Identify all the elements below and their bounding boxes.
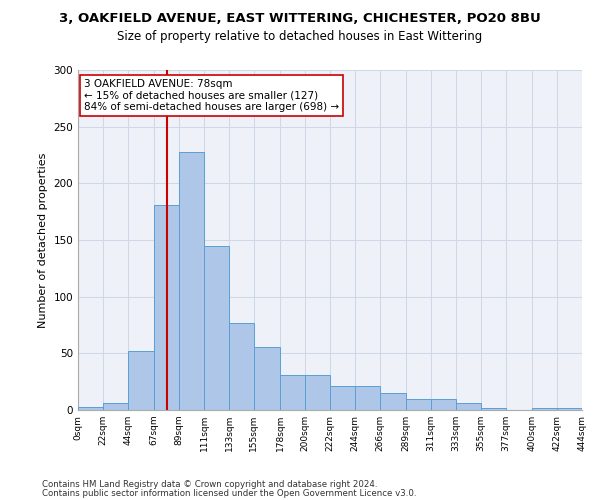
Bar [380,393,406,410]
Bar [103,403,128,410]
Bar [154,205,179,410]
Text: Contains HM Land Registry data © Crown copyright and database right 2024.: Contains HM Land Registry data © Crown c… [42,480,377,489]
Bar [355,386,380,410]
Bar [254,346,280,410]
Bar [406,398,431,410]
Bar [179,152,204,410]
Bar [128,351,154,410]
Text: 3, OAKFIELD AVENUE, EAST WITTERING, CHICHESTER, PO20 8BU: 3, OAKFIELD AVENUE, EAST WITTERING, CHIC… [59,12,541,26]
Bar [305,375,330,410]
Bar [280,375,305,410]
Bar [557,408,582,410]
Y-axis label: Number of detached properties: Number of detached properties [38,152,48,328]
Text: Contains public sector information licensed under the Open Government Licence v3: Contains public sector information licen… [42,488,416,498]
Bar [431,398,456,410]
Bar [532,408,557,410]
Bar [330,386,355,410]
Bar [481,408,506,410]
Text: Size of property relative to detached houses in East Wittering: Size of property relative to detached ho… [118,30,482,43]
Bar [204,246,229,410]
Bar [78,406,103,410]
Bar [229,322,254,410]
Bar [456,403,481,410]
Text: 3 OAKFIELD AVENUE: 78sqm
← 15% of detached houses are smaller (127)
84% of semi-: 3 OAKFIELD AVENUE: 78sqm ← 15% of detach… [83,79,339,112]
